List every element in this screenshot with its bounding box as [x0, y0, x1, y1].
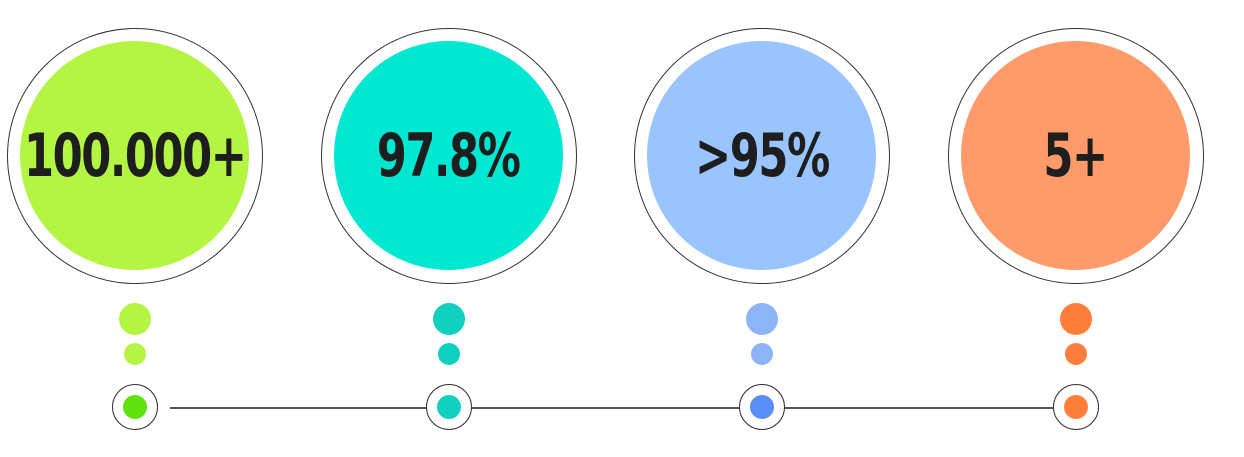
stat-value: 100.000+	[23, 120, 247, 191]
timeline-node-core	[437, 395, 461, 419]
dot-large	[746, 303, 778, 335]
timeline-node	[739, 384, 785, 430]
dot-small	[1065, 343, 1087, 365]
dot-large	[433, 303, 465, 335]
dot-small	[438, 343, 460, 365]
timeline-node	[426, 384, 472, 430]
stat-outer-ring: 97.8%	[321, 28, 577, 284]
timeline-node	[112, 384, 158, 430]
stat-circle: 5+	[961, 41, 1190, 270]
timeline-connector	[170, 407, 1090, 409]
timeline-node-core	[123, 395, 147, 419]
stat-outer-ring: >95%	[634, 28, 890, 284]
stat-1: 100.000+	[2, 0, 272, 457]
stat-outer-ring: 100.000+	[7, 28, 263, 284]
timeline-node-core	[1064, 395, 1088, 419]
dot-small	[124, 343, 146, 365]
stat-value: 5+	[1043, 120, 1109, 191]
stat-circle: 100.000+	[20, 41, 249, 270]
dot-large	[1060, 303, 1092, 335]
stat-value: >95%	[694, 120, 830, 191]
stat-2: 97.8%	[316, 0, 586, 457]
timeline-node-core	[750, 395, 774, 419]
stat-circle: 97.8%	[334, 41, 563, 270]
timeline-node	[1053, 384, 1099, 430]
stat-outer-ring: 5+	[948, 28, 1204, 284]
dot-large	[119, 303, 151, 335]
stat-4: 5+	[943, 0, 1213, 457]
stat-3: >95%	[629, 0, 899, 457]
stat-circle: >95%	[647, 41, 876, 270]
dot-small	[751, 343, 773, 365]
stat-value: 97.8%	[377, 120, 521, 191]
